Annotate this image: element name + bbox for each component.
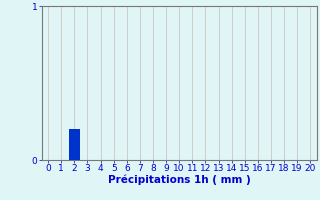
- X-axis label: Précipitations 1h ( mm ): Précipitations 1h ( mm ): [108, 175, 251, 185]
- Bar: [69, 129, 80, 160]
